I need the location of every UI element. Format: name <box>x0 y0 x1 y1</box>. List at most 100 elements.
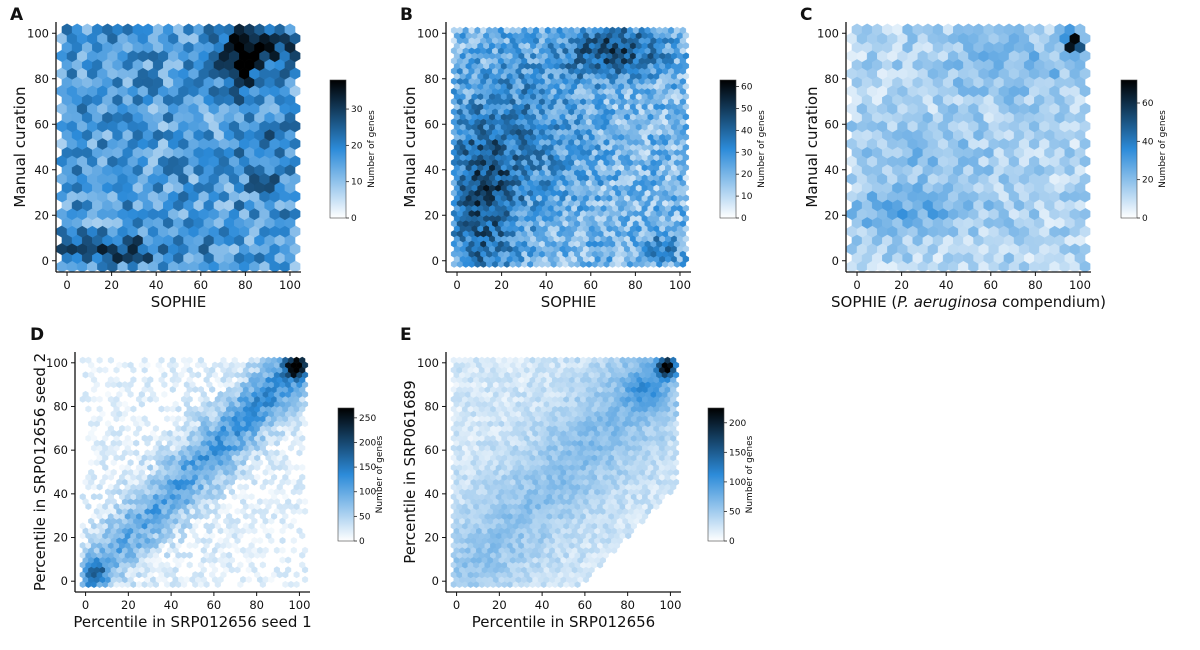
hexbin-cell <box>186 561 193 569</box>
colorbar-label: Number of genes <box>375 435 385 513</box>
panel-letter: C <box>800 5 812 25</box>
x-tick-label: 80 <box>1028 278 1043 292</box>
hexbin-cell <box>538 26 546 35</box>
hexbin-cell <box>220 502 227 510</box>
hexbin-cell <box>82 390 89 398</box>
colorbar-tick-label: 150 <box>359 463 376 473</box>
hexbin-cell <box>265 356 272 364</box>
hexbin-cell <box>673 26 681 35</box>
y-tick-label: 80 <box>424 72 439 86</box>
hexbin-cell <box>273 566 280 574</box>
hexbin-cells <box>450 26 689 268</box>
hexbin-cell <box>130 415 137 423</box>
colorbar-tick-label: 60 <box>741 83 753 93</box>
hexbin-cell <box>591 26 599 35</box>
hexbin-cell <box>276 356 283 364</box>
hexbin-cell <box>268 449 275 457</box>
hexbin-cell <box>107 356 114 364</box>
y-tick-label: 60 <box>53 443 68 457</box>
hexbin-cell <box>279 556 286 564</box>
hexbin-cell <box>79 541 86 549</box>
hexbin-cell <box>164 415 171 423</box>
hexbin-cell <box>486 26 493 35</box>
hexbin-cells <box>56 23 301 272</box>
hexbin-cell <box>96 356 103 364</box>
hexbin-cell <box>231 356 238 364</box>
hexbin-cell <box>626 26 634 35</box>
x-tick-label: 40 <box>939 278 954 292</box>
hexbin-cell <box>282 580 289 588</box>
hexbin-cell <box>136 415 143 423</box>
colorbar-tick-label: 40 <box>1142 137 1154 147</box>
hexbin-cell <box>468 26 475 35</box>
colorbar-tick-label: 0 <box>359 537 365 547</box>
y-tick-label: 40 <box>824 163 839 177</box>
hexbin-cell <box>85 356 92 364</box>
hexbin-cell <box>197 385 204 394</box>
hexbin-cell <box>254 473 261 481</box>
hexbin-cell <box>107 376 114 384</box>
hexbin-cell <box>285 566 292 574</box>
hexbin-cell <box>621 26 628 35</box>
hexbin-cell <box>169 415 176 423</box>
hexbin-cell <box>609 26 616 35</box>
hexbin-cell <box>302 546 309 554</box>
hexbin-cell <box>96 366 103 374</box>
hexbin-cell <box>248 493 255 501</box>
x-tick-label: 20 <box>894 278 909 292</box>
hexbin-cell <box>248 356 255 364</box>
hexbin-cell <box>175 415 182 423</box>
hexbin-cell <box>254 356 261 364</box>
colorbar-tick-label: 50 <box>741 104 753 114</box>
colorbar-tick-label: 0 <box>351 214 357 224</box>
hexbin-cell <box>102 366 109 374</box>
colorbar-gradient <box>337 407 355 542</box>
hexbin-cell <box>181 356 188 364</box>
hexbin-cell <box>211 361 219 369</box>
x-tick-label: 80 <box>238 278 253 292</box>
hexbin-cell <box>290 478 297 486</box>
hexbin-cell <box>271 356 278 364</box>
hexbin-cells <box>450 356 680 588</box>
y-axis-label: Manual curation <box>401 86 419 207</box>
y-axis-label: Manual curation <box>11 86 29 207</box>
colorbar-tick-label: 200 <box>359 438 376 448</box>
hexbin-cell <box>127 459 134 467</box>
hexbin-cell <box>105 420 112 428</box>
hexbin-cells <box>846 23 1091 272</box>
colorbar-tick-label: 20 <box>351 141 363 151</box>
hexbin-cell <box>242 483 249 491</box>
hexbin-cell <box>164 405 171 413</box>
hexbin-cell <box>127 361 134 369</box>
colorbar-tick-label: 20 <box>1142 176 1154 186</box>
hexbin-cell <box>141 356 148 364</box>
hexbin-cell <box>192 405 199 413</box>
hexbin-cell <box>650 26 657 35</box>
hexbin-cell <box>237 561 244 569</box>
x-tick-label: 60 <box>583 278 598 292</box>
panel-letter: B <box>400 5 413 25</box>
hexbin-cell <box>79 522 86 530</box>
hexbin-cell <box>133 449 140 457</box>
hexbin-cell <box>527 26 534 35</box>
hexbin-cell <box>186 356 193 364</box>
hexbin-cell <box>279 449 286 457</box>
y-tick-label: 20 <box>824 208 839 222</box>
hexbin-cell <box>568 26 575 35</box>
hexbin-cell <box>161 390 168 398</box>
x-tick-label: 20 <box>494 278 509 292</box>
hexbin-cell <box>90 395 98 403</box>
hexbin-cell <box>273 546 280 554</box>
hexbin-cell <box>136 580 143 588</box>
hexbin-cell <box>226 502 233 510</box>
y-axis-label: Manual curation <box>803 86 821 207</box>
y-tick-label: 60 <box>824 117 839 131</box>
hexbin-cell <box>273 449 280 457</box>
hexbin-cell <box>240 546 247 554</box>
